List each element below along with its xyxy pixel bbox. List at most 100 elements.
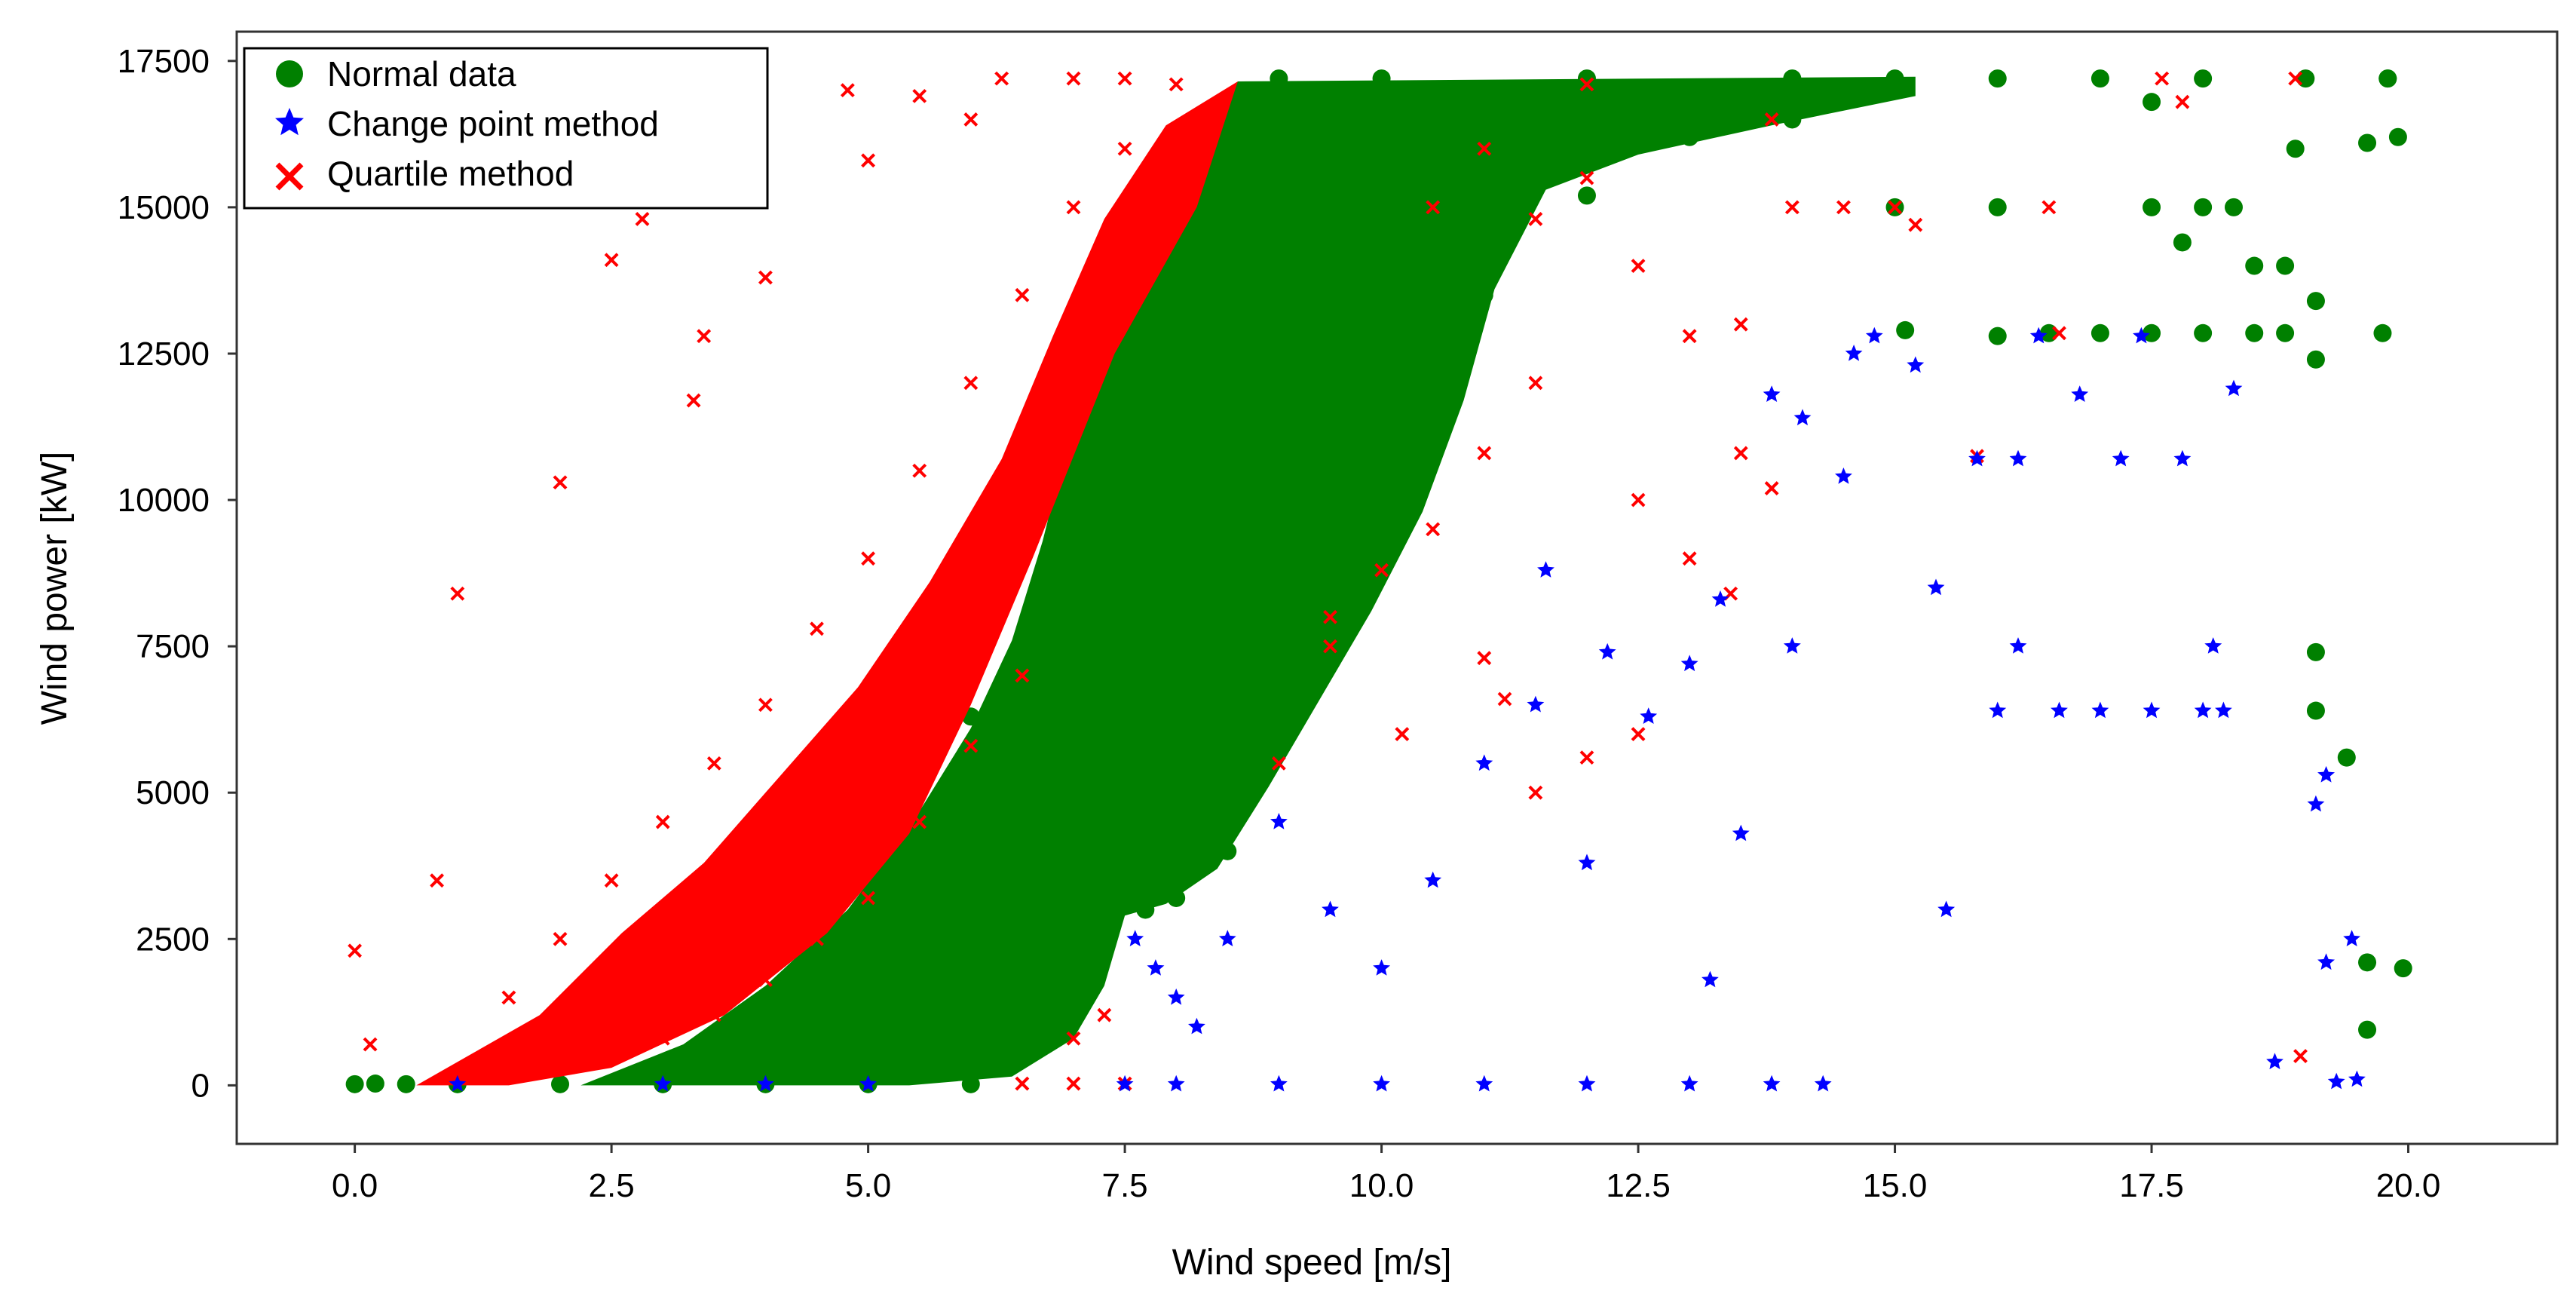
quartile-method-point [2155, 71, 2170, 86]
quartile-method-point [1169, 77, 1184, 92]
quartile-method-point [963, 738, 979, 753]
change-point-method-point [1680, 1075, 1698, 1092]
quartile-method-point [1764, 481, 1779, 495]
quartile-method-point [994, 71, 1009, 86]
quartile-method-point [1426, 522, 1441, 537]
quartile-method-point [1579, 170, 1594, 185]
change-point-method-point [2266, 1053, 2283, 1069]
quartile-method-point [1395, 727, 1410, 741]
change-point-method-point [2143, 701, 2161, 719]
quartile-method-point [1097, 1007, 1112, 1022]
normal-data-point [1577, 69, 1596, 88]
normal-data-point [2194, 69, 2213, 88]
change-point-method-point [1598, 642, 1616, 660]
quartile-method-point [1888, 200, 1902, 215]
normal-data-point [1012, 631, 1031, 650]
y-axis-ticks: 0 2500 5000 7500 10000 12500 15000 17500 [118, 43, 237, 1104]
quartile-method-point [2293, 1049, 2308, 1063]
normal-data-point [2394, 959, 2412, 978]
normal-data-point [1372, 69, 1391, 88]
quartile-method-point [1579, 77, 1594, 92]
quartile-method-point [635, 212, 650, 226]
change-point-method-point [1865, 326, 1883, 344]
normal-data-point [1012, 1041, 1031, 1059]
change-point-method-point [1167, 1075, 1185, 1092]
legend-label-quartile-method: Quartile method [327, 154, 574, 193]
normal-data-point [345, 1075, 364, 1093]
change-point-method-point [1793, 409, 1812, 426]
quartile-method-point [1271, 756, 1286, 771]
quartile-method-point [861, 891, 876, 906]
normal-data-point [2143, 198, 2161, 216]
normal-data-point [1136, 900, 1155, 919]
x-axis-ticks: 0.0 2.5 5.0 7.5 10.0 12.5 15.0 17.5 20.0 [332, 1144, 2440, 1204]
quartile-method-point [1117, 141, 1132, 156]
quartile-method-point [1631, 492, 1646, 507]
legend: Normal data Change point method Quartile… [243, 47, 769, 210]
quartile-method-point [1015, 1076, 1030, 1091]
x-tick-label: 15.0 [1863, 1167, 1928, 1204]
change-point-method-point [1680, 655, 1698, 672]
legend-marker-change-point-method [275, 108, 304, 136]
change-point-method-point [2029, 326, 2048, 344]
x-tick-label: 20.0 [2376, 1167, 2441, 1204]
change-point-method-point [2307, 795, 2325, 812]
quartile-method-point [553, 475, 568, 490]
change-point-method-point [1989, 701, 2007, 719]
quartile-method-point [912, 814, 927, 829]
quartile-method-point [2042, 200, 2057, 215]
quartile-method-point [1631, 727, 1646, 741]
change-point-method-point [2204, 637, 2222, 654]
y-tick-label: 15000 [118, 189, 210, 226]
quartile-method-point [963, 376, 979, 391]
quartile-method-density-band [416, 81, 1238, 1086]
normal-data-point [2143, 93, 2161, 112]
quartile-method-point [1477, 651, 1492, 666]
normal-data-point [1270, 69, 1288, 88]
quartile-method-point [604, 1049, 619, 1063]
change-point-method-point [1322, 900, 1339, 918]
normal-data-point [2173, 233, 2192, 252]
change-point-method-point [449, 1075, 467, 1092]
quartile-method-point [450, 586, 465, 601]
quartile-method-point [1066, 71, 1081, 86]
change-point-method-point [1907, 356, 1925, 373]
quartile-method-point [430, 873, 444, 888]
y-tick-label: 7500 [136, 628, 210, 665]
normal-data-point [2143, 323, 2161, 342]
quartile-method-point [840, 83, 855, 98]
change-point-method-point [1537, 561, 1554, 578]
normal-data-point [2358, 1020, 2377, 1039]
quartile-method-point [2052, 326, 2066, 341]
normal-data-point [2276, 323, 2295, 342]
quartile-method-point [1528, 376, 1543, 391]
plot-frame [235, 30, 2559, 1145]
quartile-method-point [1908, 217, 1923, 232]
normal-data-point [2358, 953, 2377, 972]
quartile-method-point [1631, 259, 1646, 273]
quartile-method-point [655, 814, 670, 829]
change-point-method-point [1814, 1075, 1832, 1092]
normal-data-point [2224, 198, 2243, 216]
change-point-method-point [2009, 449, 2027, 467]
legend-label-normal-data: Normal data [327, 54, 516, 94]
change-point-method-point [1475, 1075, 1493, 1092]
quartile-method-point [912, 88, 927, 103]
normal-data-point [2358, 133, 2377, 152]
change-point-method-point [2343, 930, 2360, 946]
change-point-method-point [1968, 449, 1986, 467]
y-axis-title: Wind power [kW] [35, 452, 75, 725]
change-point-method-point [1711, 590, 1729, 607]
quartile-method-point [1528, 212, 1543, 226]
quartile-method-point [912, 463, 927, 478]
normal-data-point [2245, 256, 2264, 275]
x-tick-label: 5.0 [845, 1167, 891, 1204]
quartile-method-point [1015, 287, 1030, 302]
normal-data-point [1783, 110, 1802, 129]
normal-data-point [2194, 198, 2213, 216]
y-tick-label: 10000 [118, 482, 210, 519]
quartile-method-point [1784, 200, 1800, 215]
quartile-method-point [810, 931, 824, 946]
y-tick-label: 2500 [136, 921, 210, 958]
